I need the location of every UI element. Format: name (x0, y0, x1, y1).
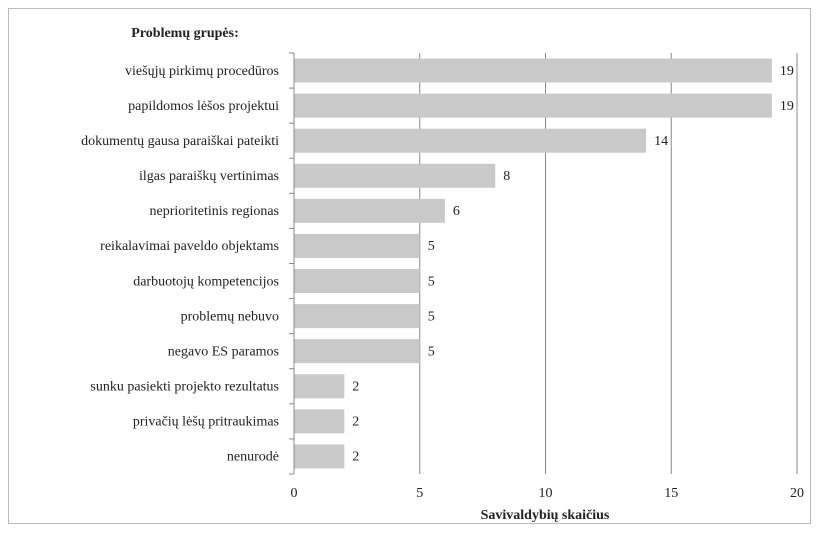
y-tick-label: negavo ES paramos (168, 344, 279, 359)
x-tick-label: 10 (539, 486, 553, 501)
x-axis-label: Savivaldybių skaičius (481, 508, 610, 523)
bar (294, 304, 420, 329)
bar (294, 163, 496, 188)
value-label: 2 (352, 450, 359, 465)
value-label: 8 (503, 169, 510, 184)
y-tick-label: dokumentų gausa paraiškai pateikti (81, 134, 279, 149)
y-tick-label: reikalavimai paveldo objektams (100, 239, 279, 254)
bar (294, 269, 420, 294)
value-label: 2 (352, 415, 359, 430)
bar (294, 198, 445, 223)
value-label: 5 (428, 309, 435, 324)
y-tick-label: problemų nebuvo (181, 309, 279, 324)
value-label: 14 (654, 134, 668, 149)
value-label: 19 (780, 64, 794, 79)
value-label: 19 (780, 99, 794, 114)
y-tick-label: papildomos lėšos projektui (128, 99, 279, 114)
value-label: 5 (428, 274, 435, 289)
y-tick-label: ilgas paraiškų vertinimas (139, 169, 279, 184)
value-label: 5 (428, 344, 435, 359)
x-tick-label: 5 (416, 486, 423, 501)
x-tick-label: 20 (790, 486, 804, 501)
value-label: 6 (453, 204, 460, 219)
x-tick-label: 15 (664, 486, 678, 501)
bar (294, 409, 345, 434)
bar (294, 374, 345, 399)
y-tick-label: nenurodė (227, 450, 279, 465)
bar (294, 444, 345, 469)
bar (294, 58, 772, 83)
y-tick-label: privačių lėšų pritraukimas (133, 415, 279, 430)
bar (294, 233, 420, 258)
x-tick-label: 0 (291, 486, 298, 501)
value-label: 5 (428, 239, 435, 254)
y-tick-label: sunku pasiekti projekto rezultatus (90, 380, 279, 395)
bar (294, 128, 647, 153)
chart-border (8, 8, 811, 524)
y-tick-label: darbuotojų kompetencijos (133, 274, 279, 289)
bar (294, 93, 772, 118)
chart-title: Problemų grupės: (131, 26, 238, 41)
bar (294, 339, 420, 364)
y-tick-label: viešųjų pirkimų procedūros (125, 64, 279, 79)
value-label: 2 (352, 380, 359, 395)
y-tick-label: neprioritetinis regionas (150, 204, 279, 219)
